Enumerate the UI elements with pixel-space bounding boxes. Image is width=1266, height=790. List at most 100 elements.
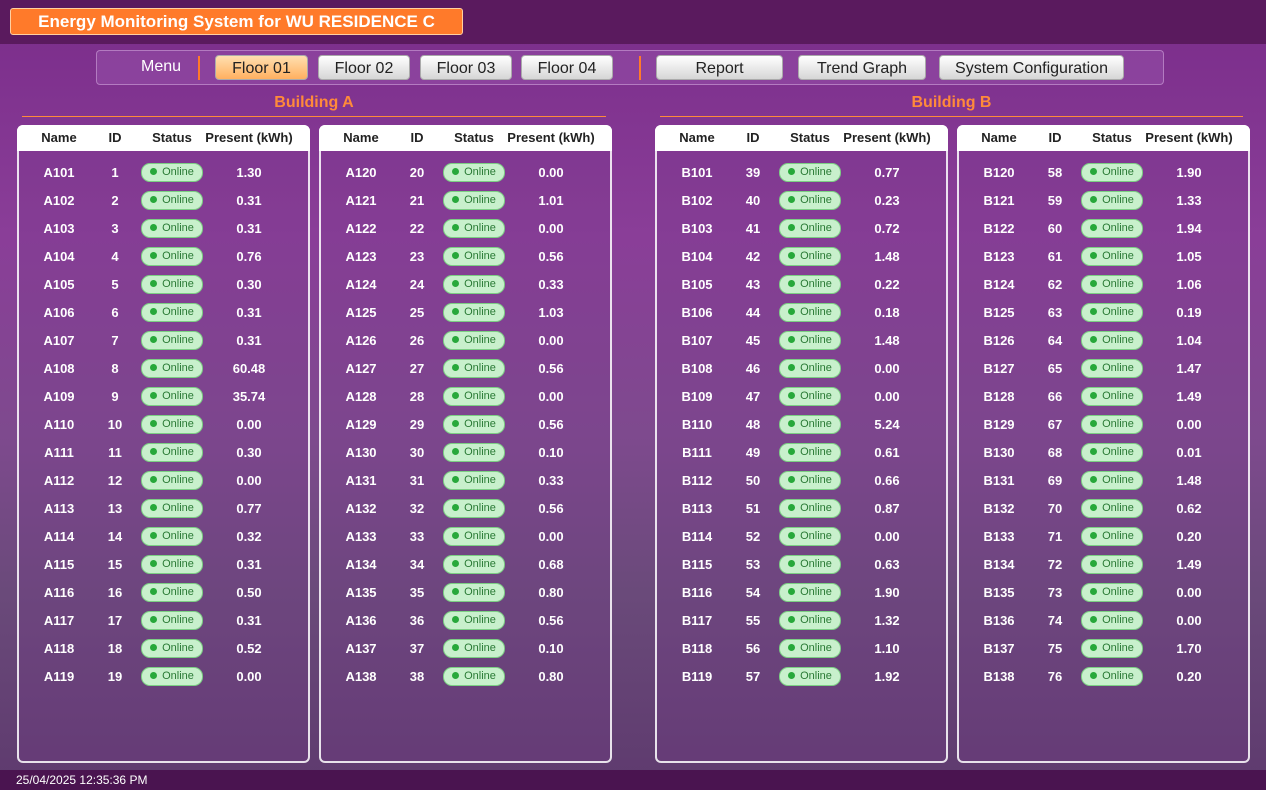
- energy-value: 0.63: [874, 557, 900, 572]
- room-id: 53: [745, 557, 761, 572]
- room-id: 11: [108, 445, 122, 460]
- status-badge: Online: [141, 359, 203, 378]
- room-name: A118: [43, 641, 75, 656]
- room-id: 25: [409, 305, 425, 320]
- room-id: 76: [1047, 669, 1063, 684]
- room-id: 1: [111, 165, 119, 180]
- status-badge: Online: [779, 163, 841, 182]
- status-badge: Online: [443, 527, 505, 546]
- room-id: 59: [1047, 193, 1063, 208]
- room-name: B106: [681, 305, 713, 320]
- room-name: A133: [345, 529, 377, 544]
- room-id: 45: [745, 333, 761, 348]
- room-id: 5: [111, 277, 119, 292]
- column-header: Status: [454, 130, 494, 145]
- energy-value: 1.30: [236, 165, 262, 180]
- energy-value: 0.56: [538, 501, 564, 516]
- menu-button[interactable]: System Configuration: [939, 55, 1124, 80]
- room-id: 31: [409, 473, 425, 488]
- status-badge: Online: [1081, 555, 1143, 574]
- energy-value: 0.00: [538, 221, 564, 236]
- energy-value: 0.30: [236, 277, 262, 292]
- menu-button[interactable]: Report: [656, 55, 783, 80]
- room-id: 28: [409, 389, 425, 404]
- table-header: [655, 125, 948, 151]
- column-header: ID: [108, 130, 122, 145]
- room-name: A114: [43, 529, 75, 544]
- energy-value: 0.31: [236, 613, 262, 628]
- column-header: Present (kWh): [1145, 130, 1233, 145]
- energy-value: 0.00: [538, 529, 564, 544]
- room-name: B108: [681, 361, 713, 376]
- energy-value: 1.94: [1176, 221, 1202, 236]
- room-id: 6: [111, 305, 119, 320]
- room-name: B115: [681, 557, 713, 572]
- status-badge: Online: [1081, 667, 1143, 686]
- room-name: A129: [345, 417, 377, 432]
- room-id: 32: [409, 501, 425, 516]
- floor-button[interactable]: Floor 03: [420, 55, 512, 80]
- room-id: 30: [409, 445, 425, 460]
- status-badge: Online: [1081, 415, 1143, 434]
- status-badge: Online: [779, 443, 841, 462]
- room-name: B127: [983, 361, 1015, 376]
- room-id: 20: [409, 165, 425, 180]
- room-name: A111: [44, 445, 74, 460]
- floor-button[interactable]: Floor 04: [521, 55, 613, 80]
- status-badge: Online: [443, 359, 505, 378]
- room-name: B102: [681, 193, 713, 208]
- energy-value: 1.90: [1176, 165, 1202, 180]
- room-id: 50: [745, 473, 761, 488]
- energy-value: 1.49: [1176, 389, 1202, 404]
- room-id: 14: [107, 529, 123, 544]
- table-header: [319, 125, 612, 151]
- energy-value: 0.00: [236, 473, 262, 488]
- separator: [198, 56, 200, 80]
- room-id: 10: [107, 417, 123, 432]
- room-name: B138: [983, 669, 1015, 684]
- energy-value: 1.10: [874, 641, 900, 656]
- room-name: A134: [345, 557, 377, 572]
- room-id: 22: [409, 221, 425, 236]
- status-badge: Online: [443, 611, 505, 630]
- room-name: B104: [681, 249, 713, 264]
- status-badge: Online: [779, 639, 841, 658]
- room-name: A131: [345, 473, 377, 488]
- room-name: A138: [345, 669, 377, 684]
- status-badge: Online: [443, 667, 505, 686]
- room-id: 41: [745, 221, 761, 236]
- room-name: B130: [983, 445, 1015, 460]
- room-id: 55: [745, 613, 761, 628]
- room-id: 52: [745, 529, 761, 544]
- building-title: Building A: [274, 94, 354, 111]
- status-badge: Online: [1081, 359, 1143, 378]
- room-name: A123: [345, 249, 377, 264]
- status-badge: Online: [779, 667, 841, 686]
- room-id: 61: [1047, 249, 1063, 264]
- status-badge: Online: [443, 275, 505, 294]
- energy-value: 0.80: [538, 669, 564, 684]
- room-name: B116: [681, 585, 713, 600]
- room-name: A102: [43, 193, 75, 208]
- column-header: Name: [41, 130, 77, 145]
- room-id: 4: [111, 249, 119, 264]
- energy-value: 0.00: [1176, 613, 1202, 628]
- status-badge: Online: [779, 247, 841, 266]
- energy-value: 1.32: [874, 613, 900, 628]
- room-id: 23: [409, 249, 425, 264]
- menu-button[interactable]: Trend Graph: [798, 55, 926, 80]
- status-badge: Online: [141, 387, 203, 406]
- room-id: 71: [1047, 529, 1063, 544]
- room-name: A113: [43, 501, 75, 516]
- floor-button[interactable]: Floor 02: [318, 55, 410, 80]
- energy-value: 0.00: [538, 165, 564, 180]
- room-name: B111: [682, 445, 712, 460]
- energy-value: 1.47: [1176, 361, 1202, 376]
- room-name: A104: [43, 249, 75, 264]
- floor-button[interactable]: Floor 01: [215, 55, 308, 80]
- energy-value: 1.49: [1176, 557, 1202, 572]
- room-id: 49: [745, 445, 761, 460]
- room-id: 16: [107, 585, 123, 600]
- status-badge: Online: [779, 583, 841, 602]
- column-header: Status: [790, 130, 830, 145]
